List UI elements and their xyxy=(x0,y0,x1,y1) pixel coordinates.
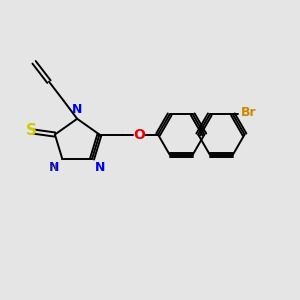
Text: O: O xyxy=(133,128,145,142)
Text: S: S xyxy=(26,124,37,139)
Text: N: N xyxy=(95,161,105,174)
Text: N: N xyxy=(72,103,83,116)
Text: Br: Br xyxy=(241,106,256,119)
Text: N: N xyxy=(49,161,59,174)
Text: H: H xyxy=(49,163,58,173)
